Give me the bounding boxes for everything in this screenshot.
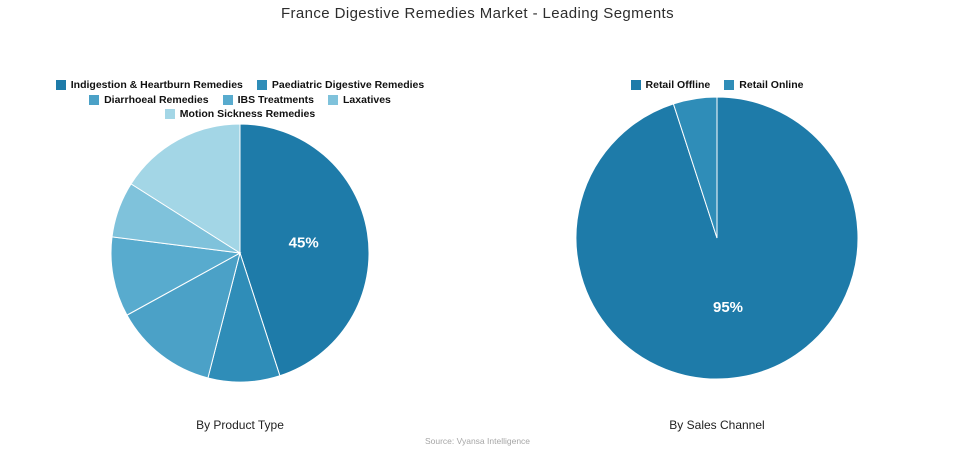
legend-swatch-icon [256, 80, 267, 91]
pie-chart-sales-channel: 95% [575, 96, 859, 380]
legend-label: Paediatric Digestive Remedies [271, 79, 425, 92]
legend-item[interactable]: Motion Sickness Remedies [164, 108, 316, 121]
legend-item[interactable]: Laxatives [328, 94, 391, 106]
legend-swatch-icon [164, 109, 175, 120]
legend-item[interactable]: Retail Online [724, 79, 803, 91]
pie-chart-product-type: 45% [110, 123, 370, 383]
legend-row: Retail Offline Retail Online [567, 78, 867, 93]
legend-row: Diarrhoeal Remedies IBS Treatments Laxativ… [25, 93, 455, 108]
legend-item[interactable]: Paediatric Digestive Remedies [256, 79, 425, 92]
legend-swatch-icon [222, 94, 233, 105]
legend-label: Indigestion & Heartburn Remedies [70, 79, 243, 92]
legend-swatch-icon [55, 80, 66, 91]
pie-slice[interactable] [130, 123, 241, 254]
legend-label: Retail Offline [645, 79, 711, 92]
legend-row: Indigestion & Heartburn Remedies Paediatr… [25, 78, 455, 93]
pie-slice[interactable] [239, 123, 370, 377]
pie-slice[interactable] [110, 236, 242, 316]
legend-swatch-icon [89, 94, 100, 105]
legend-swatch-icon [724, 80, 735, 91]
pie-slice[interactable] [672, 96, 718, 239]
source-note: Source: Vyansa Intelligence [424, 436, 531, 446]
legend-item[interactable]: Diarrhoeal Remedies [89, 93, 209, 106]
legend-product-type: Indigestion & Heartburn Remedies Paediatr… [25, 78, 455, 122]
legend-swatch-icon [630, 80, 641, 91]
legend-row: Motion Sickness Remedies [25, 107, 455, 122]
legend-item[interactable]: Indigestion & Heartburn Remedies [55, 79, 243, 92]
caption-product-type: By Product Type [196, 418, 284, 432]
figure-title: France Digestive Remedies Market - Leadi… [280, 5, 675, 22]
legend-swatch-icon [328, 94, 339, 105]
slice-percentage-label: 95% [713, 299, 743, 316]
legend-label: Diarrhoeal Remedies [104, 93, 209, 106]
legend-sales-channel: Retail Offline Retail Online [567, 78, 867, 93]
legend-label: Retail Online [739, 79, 804, 92]
legend-item[interactable]: IBS Treatments [222, 93, 315, 106]
legend-label: IBS Treatments [237, 93, 315, 106]
pie-slice[interactable] [126, 252, 241, 379]
legend-label: Motion Sickness Remedies [179, 108, 316, 121]
legend-label: Laxatives [343, 93, 391, 106]
slice-percentage-label: 45% [289, 234, 319, 251]
caption-sales-channel: By Sales Channel [669, 418, 765, 432]
legend-item[interactable]: Retail Offline [630, 79, 711, 92]
